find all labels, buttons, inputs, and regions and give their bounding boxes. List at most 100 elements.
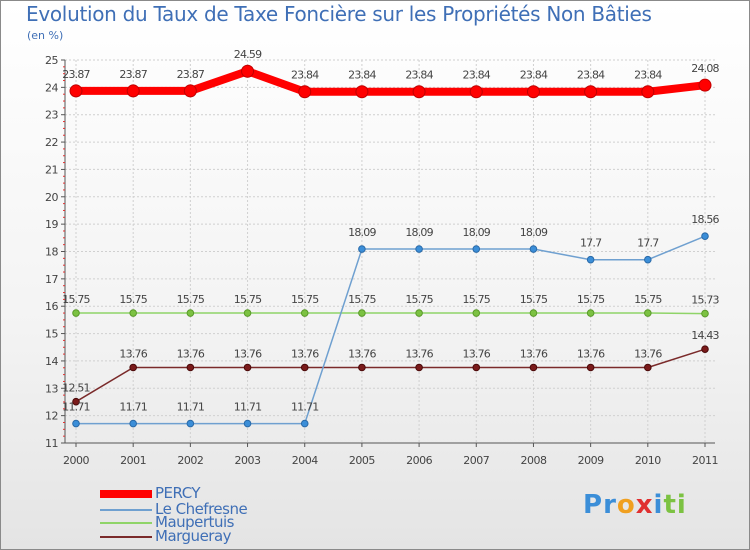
data-label-le-chefresne-2002: 11.71 bbox=[177, 401, 205, 414]
point-margueray-2008 bbox=[529, 363, 538, 372]
point-percy-2004 bbox=[298, 85, 312, 99]
point-le-chefresne-2011 bbox=[701, 232, 709, 240]
data-label-le-chefresne-2007: 18.09 bbox=[463, 226, 491, 239]
y-tick-label-16: 16 bbox=[45, 300, 58, 313]
point-margueray-2009 bbox=[586, 363, 595, 372]
y-tick-label-19: 19 bbox=[45, 218, 58, 231]
x-tick-label-2001: 2001 bbox=[120, 454, 146, 467]
data-label-margueray-2010: 13.76 bbox=[634, 347, 662, 360]
data-label-le-chefresne-2006: 18.09 bbox=[405, 226, 433, 239]
point-maupertuis-2004 bbox=[300, 309, 309, 317]
data-label-percy-2007: 23.84 bbox=[463, 69, 491, 82]
y-tick-label-21: 21 bbox=[45, 163, 58, 176]
point-le-chefresne-2003 bbox=[243, 419, 252, 428]
point-percy-2011 bbox=[698, 78, 712, 92]
point-maupertuis-2003 bbox=[243, 309, 252, 317]
point-maupertuis-2002 bbox=[186, 309, 195, 317]
point-percy-2003 bbox=[241, 64, 255, 78]
point-maupertuis-2010 bbox=[644, 309, 652, 317]
logo-letter: t bbox=[663, 490, 677, 520]
point-percy-2005 bbox=[355, 85, 369, 99]
point-margueray-2000 bbox=[72, 397, 80, 406]
point-maupertuis-2005 bbox=[358, 309, 366, 317]
data-label-margueray-2000: 12.51 bbox=[62, 382, 90, 395]
series-line-maupertuis bbox=[76, 312, 706, 315]
logo-letter: i bbox=[676, 490, 687, 520]
point-le-chefresne-2009 bbox=[586, 255, 595, 264]
point-maupertuis-2001 bbox=[129, 309, 137, 317]
data-label-margueray-2009: 13.76 bbox=[577, 347, 605, 360]
data-label-margueray-2003: 13.76 bbox=[234, 347, 262, 360]
point-maupertuis-2000 bbox=[72, 309, 80, 317]
data-label-percy-2000: 23.87 bbox=[62, 68, 90, 81]
data-label-margueray-2006: 13.76 bbox=[405, 347, 433, 360]
data-label-percy-2003: 24.59 bbox=[234, 48, 262, 61]
point-margueray-2006 bbox=[415, 363, 423, 372]
y-tick-label-18: 18 bbox=[45, 246, 58, 259]
legend-swatch-le-chefresne bbox=[100, 509, 152, 511]
data-label-maupertuis-2000: 15.75 bbox=[62, 293, 90, 306]
y-tick-label-25: 25 bbox=[45, 54, 58, 67]
logo-letter: x bbox=[635, 490, 654, 520]
data-label-percy-2008: 23.84 bbox=[520, 69, 548, 82]
data-label-le-chefresne-2003: 11.71 bbox=[234, 401, 262, 414]
point-le-chefresne-2008 bbox=[529, 245, 538, 253]
data-label-margueray-2011: 14.43 bbox=[691, 329, 719, 342]
x-tick-label-2008: 2008 bbox=[520, 454, 546, 467]
data-label-le-chefresne-2011: 18.56 bbox=[691, 213, 719, 226]
y-tick-label-24: 24 bbox=[45, 81, 58, 94]
point-maupertuis-2007 bbox=[472, 309, 481, 317]
legend-swatch-margueray bbox=[100, 536, 152, 538]
data-label-maupertuis-2003: 15.75 bbox=[234, 293, 262, 306]
x-tick-label-2010: 2010 bbox=[635, 454, 661, 467]
point-margueray-2001 bbox=[129, 363, 137, 372]
point-le-chefresne-2001 bbox=[129, 419, 137, 428]
data-label-percy-2005: 23.84 bbox=[348, 69, 376, 82]
y-tick-label-15: 15 bbox=[45, 328, 58, 341]
data-label-maupertuis-2002: 15.75 bbox=[177, 293, 205, 306]
point-percy-2008 bbox=[526, 85, 540, 99]
point-maupertuis-2009 bbox=[586, 309, 595, 317]
data-label-percy-2002: 23.87 bbox=[177, 68, 205, 81]
series-line-percy bbox=[76, 67, 706, 96]
point-percy-2007 bbox=[469, 85, 483, 99]
point-maupertuis-2011 bbox=[701, 309, 709, 318]
point-margueray-2007 bbox=[472, 363, 481, 372]
data-label-le-chefresne-2010: 17.7 bbox=[637, 237, 659, 250]
legend-label-le-chefresne: Le Chefresne bbox=[155, 500, 248, 518]
y-tick-label-23: 23 bbox=[45, 109, 58, 122]
point-margueray-2005 bbox=[358, 363, 366, 372]
legend-swatch-percy bbox=[100, 490, 152, 498]
logo-letter: i bbox=[653, 490, 664, 520]
data-label-le-chefresne-2008: 18.09 bbox=[520, 226, 548, 239]
point-le-chefresne-2000 bbox=[72, 419, 80, 428]
logo-letter: r bbox=[603, 490, 617, 520]
point-margueray-2003 bbox=[243, 363, 252, 372]
point-margueray-2011 bbox=[701, 345, 709, 353]
data-label-maupertuis-2005: 15.75 bbox=[348, 293, 376, 306]
legend-label-maupertuis: Maupertuis bbox=[155, 513, 234, 531]
legend-label-margueray: Margueray bbox=[155, 527, 232, 545]
legend-swatch-maupertuis bbox=[100, 522, 152, 524]
data-label-le-chefresne-2000: 11.71 bbox=[62, 401, 90, 414]
data-label-percy-2004: 23.84 bbox=[291, 69, 319, 82]
logo-letter: o bbox=[616, 490, 636, 520]
legend-label-percy: PERCY bbox=[155, 484, 201, 502]
proxiti-logo: Proxiti bbox=[583, 490, 687, 520]
x-tick-label-2003: 2003 bbox=[235, 454, 261, 467]
y-tick-label-11: 11 bbox=[45, 437, 58, 450]
data-label-maupertuis-2007: 15.75 bbox=[463, 293, 491, 306]
data-label-percy-2009: 23.84 bbox=[577, 69, 605, 82]
y-tick-label-14: 14 bbox=[45, 355, 58, 368]
data-label-le-chefresne-2009: 17.7 bbox=[580, 237, 602, 250]
point-le-chefresne-2004 bbox=[300, 419, 309, 428]
x-tick-label-2006: 2006 bbox=[406, 454, 432, 467]
data-label-le-chefresne-2004: 11.71 bbox=[291, 401, 319, 414]
point-margueray-2010 bbox=[644, 363, 652, 372]
data-label-le-chefresne-2005: 18.09 bbox=[348, 226, 376, 239]
point-maupertuis-2008 bbox=[529, 309, 538, 317]
series-line-le-chefresne bbox=[76, 235, 706, 425]
series-line-margueray bbox=[75, 348, 706, 403]
point-le-chefresne-2005 bbox=[358, 245, 366, 253]
